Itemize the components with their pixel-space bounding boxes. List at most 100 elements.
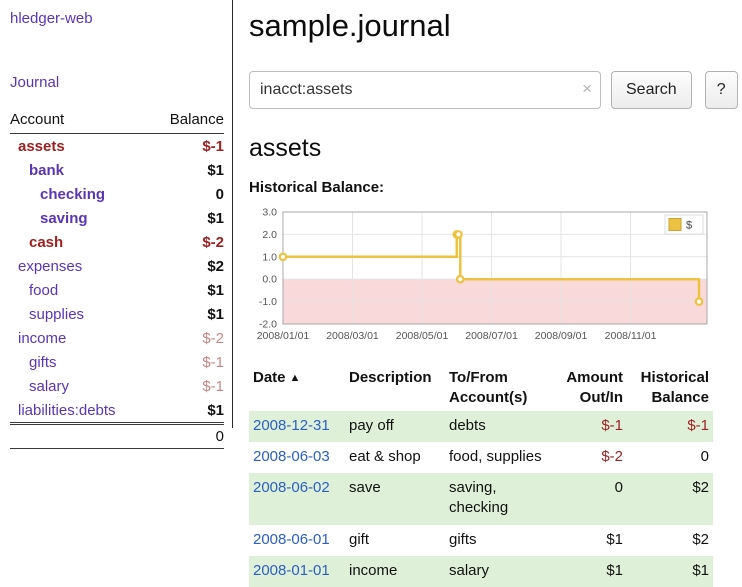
accounts-header-row: Account Balance	[10, 109, 224, 134]
account-balance: $1	[207, 282, 224, 299]
historical-balance-chart: 3.0 2.0 1.0 0.0 -1.0 -2.0 2008/01/01 2008/03/01…	[249, 204, 738, 354]
chart-point-marker	[455, 274, 465, 284]
transaction-date-link[interactable]: 2008-01-01	[253, 561, 330, 579]
account-balance: $2	[207, 258, 224, 275]
account-link[interactable]: checking	[40, 186, 106, 203]
account-row: checking 0	[10, 182, 224, 206]
transaction-date-cell: 2008-06-02	[249, 473, 345, 525]
account-balance: $1	[207, 162, 224, 179]
x-tick-label: 2008/07/01	[465, 330, 518, 342]
account-balance: $1	[207, 402, 224, 419]
account-balance: $1	[207, 210, 224, 227]
register-col-date[interactable]: Date ▲	[249, 366, 345, 411]
transaction-date-link[interactable]: 2008-12-31	[253, 416, 330, 434]
y-tick-label: -2.0	[259, 319, 277, 331]
search-field-wrap: ×	[249, 71, 601, 109]
account-row: income $-2	[10, 326, 224, 350]
x-tick-label: 2008/01/01	[257, 330, 310, 342]
account-row: supplies $1	[10, 302, 224, 326]
transaction-date-link[interactable]: 2008-06-03	[253, 447, 330, 465]
main-content: sample.journal × Search ? assets Histori…	[233, 0, 742, 587]
account-link[interactable]: saving	[40, 210, 88, 227]
account-heading: assets	[249, 134, 322, 162]
chart-title: Historical Balance:	[249, 179, 385, 196]
register-header-row: Date ▲ Description To/From Account(s) Amo…	[249, 366, 713, 411]
y-tick-label: 1.0	[262, 251, 277, 263]
sidebar: hledger-web Journal Account Balance asse…	[0, 0, 233, 449]
search-input[interactable]	[249, 71, 601, 109]
register-col-amount[interactable]: Amount Out/In	[566, 369, 623, 407]
accounts-total-row: 0	[10, 422, 224, 449]
transaction-balance: $2	[692, 479, 709, 496]
x-tick-label: 2008/09/01	[535, 330, 588, 342]
col-date-label: Date	[253, 369, 286, 386]
transaction-accounts: gifts	[449, 530, 477, 548]
x-tick-label: 2008/05/01	[396, 330, 449, 342]
account-link[interactable]: supplies	[29, 306, 85, 323]
account-row: saving $1	[10, 206, 224, 230]
transaction-accounts: debts	[449, 416, 486, 434]
account-link[interactable]: food	[29, 282, 59, 299]
accounts-table: Account Balance assets $-1 bank $1 checking 0…	[10, 109, 224, 449]
app-title-link[interactable]: hledger-web	[10, 10, 93, 27]
search-button[interactable]: Search	[611, 71, 692, 109]
register-row: 2008-06-01 gift gifts $1 $2	[249, 525, 713, 556]
transaction-amount: $1	[606, 561, 623, 579]
account-link[interactable]: assets	[18, 138, 65, 155]
register-row: 2008-01-01 income salary $1 $1	[249, 555, 713, 587]
y-tick-label: 2.0	[262, 229, 277, 241]
legend-swatch-icon	[668, 218, 682, 231]
account-link[interactable]: gifts	[29, 354, 57, 371]
transaction-date-cell: 2008-06-01	[249, 525, 345, 556]
chart-point-marker	[694, 297, 704, 306]
clear-search-icon[interactable]: ×	[582, 79, 592, 98]
account-balance: $-2	[202, 330, 224, 347]
register-col-balance[interactable]: Historical Balance	[640, 369, 709, 407]
transaction-amount: $-1	[601, 416, 623, 434]
transaction-date-cell: 2008-12-31	[249, 411, 345, 442]
account-balance: $-1	[202, 354, 224, 371]
transaction-date-link[interactable]: 2008-06-01	[253, 530, 330, 548]
transaction-accounts: food, supplies	[449, 447, 542, 465]
accounts-col-balance: Balance	[151, 109, 224, 134]
account-link[interactable]: salary	[29, 378, 70, 395]
transaction-balance: $2	[692, 530, 709, 548]
legend-label: $	[686, 220, 692, 232]
account-balance: $-2	[202, 234, 224, 251]
account-link[interactable]: expenses	[18, 258, 83, 275]
transaction-date-link[interactable]: 2008-06-02	[253, 479, 330, 496]
account-link[interactable]: income	[18, 330, 67, 347]
account-balance: $-1	[202, 138, 224, 155]
register-table: Date ▲ Description To/From Account(s) Amo…	[249, 366, 713, 587]
account-row: cash $-2	[10, 230, 224, 254]
y-tick-label: 0.0	[262, 274, 277, 286]
x-tick-label: 2008/11/01	[605, 330, 657, 342]
account-balance: 0	[215, 186, 224, 203]
transaction-description: gift	[349, 530, 370, 548]
transaction-amount: $1	[606, 530, 623, 548]
journal-nav-link[interactable]: Journal	[10, 74, 60, 91]
account-balance: $-1	[202, 378, 224, 395]
account-row: salary $-1	[10, 374, 224, 398]
transaction-date-cell: 2008-06-03	[249, 442, 345, 473]
y-tick-label: 3.0	[262, 207, 277, 219]
transaction-accounts: salary	[449, 561, 490, 579]
register-col-account[interactable]: To/From Account(s)	[449, 369, 528, 407]
register-col-description[interactable]: Description	[349, 369, 432, 386]
transaction-description: eat & shop	[349, 447, 421, 465]
transaction-date-cell: 2008-01-01	[249, 556, 345, 587]
account-link[interactable]: liabilities:debts	[18, 402, 116, 419]
y-tick-label: -1.0	[259, 296, 277, 308]
account-row: gifts $-1	[10, 350, 224, 374]
account-link[interactable]: cash	[29, 234, 64, 251]
chart-point-marker	[278, 252, 288, 262]
transaction-accounts: saving, checking	[449, 479, 509, 517]
transaction-balance: $1	[692, 561, 709, 579]
account-link[interactable]: bank	[29, 162, 65, 179]
help-button[interactable]: ?	[704, 71, 738, 109]
page-title: sample.journal	[249, 8, 451, 43]
search-bar: × Search ?	[249, 71, 738, 109]
register-row: 2008-12-31 pay off debts $-1 $-1	[249, 410, 713, 442]
